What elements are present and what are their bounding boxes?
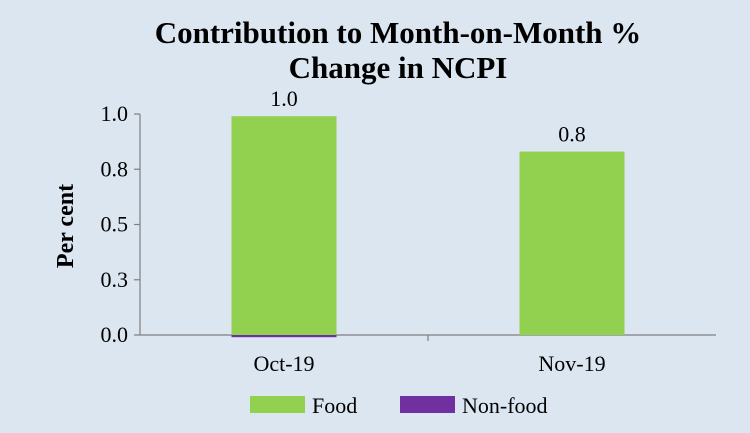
bar-food [231, 116, 337, 336]
legend-label-non-food: Non-food [462, 393, 548, 418]
legend-swatch-food [250, 396, 305, 413]
data-label: 0.8 [558, 122, 586, 147]
bar-non-food [231, 335, 337, 338]
y-tick-label: 1.0 [101, 101, 129, 126]
chart-title-line-2: Change in NCPI [289, 50, 508, 85]
data-label: 1.0 [270, 86, 298, 111]
x-category-label: Oct-19 [253, 351, 314, 376]
bar-food [519, 151, 625, 335]
chart-title-line-1: Contribution to Month-on-Month % [155, 15, 642, 50]
y-tick-label: 0.3 [101, 267, 129, 292]
y-axis-label: Per cent [53, 184, 79, 268]
legend-label-food: Food [312, 393, 357, 418]
y-tick-label: 0.0 [101, 322, 129, 347]
x-category-label: Nov-19 [538, 351, 605, 376]
y-tick-label: 0.8 [101, 156, 129, 181]
y-tick-label: 0.5 [101, 212, 129, 237]
legend-swatch-non-food [400, 396, 455, 413]
